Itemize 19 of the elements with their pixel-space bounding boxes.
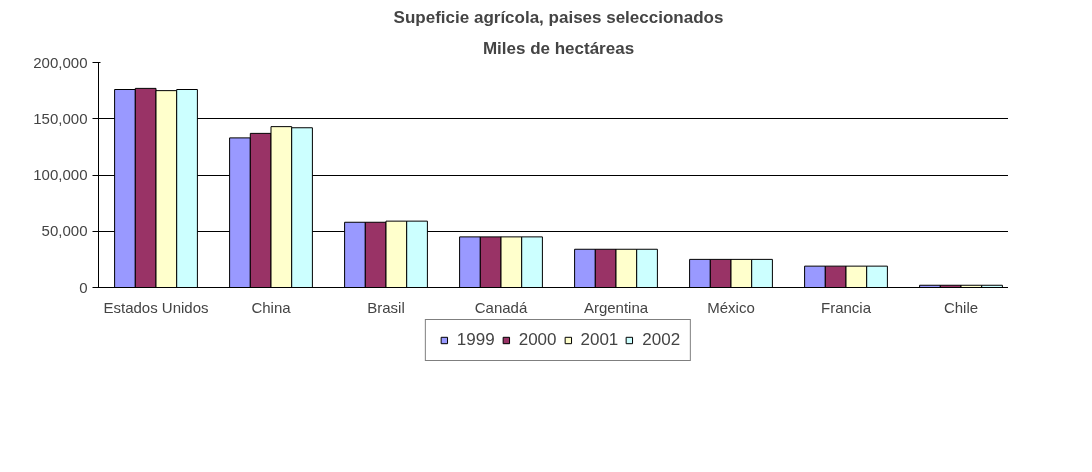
x-tick-label: China xyxy=(251,298,292,316)
y-tick-label: 200,000 xyxy=(33,53,88,71)
x-tick-label: Estados Unidos xyxy=(103,298,209,316)
legend-label: 2000 xyxy=(518,330,557,350)
chart-title: Supeficie agrícola, paises seleccionados xyxy=(393,7,724,27)
y-tick-label: 50,000 xyxy=(41,222,88,240)
x-tick-label: Canadá xyxy=(474,298,528,316)
x-tick-label: México xyxy=(707,298,755,316)
y-tick-label: 0 xyxy=(79,278,88,296)
legend-label: 1999 xyxy=(456,330,495,350)
chart-subtitle: Miles de hectáreas xyxy=(482,38,635,58)
x-tick-label: Brasil xyxy=(367,298,405,316)
x-tick-label: Francia xyxy=(820,298,872,316)
y-tick-label: 150,000 xyxy=(33,109,88,127)
y-tick-label: 100,000 xyxy=(33,166,88,183)
x-tick-label: Chile xyxy=(943,298,979,316)
x-tick-label: Argentina xyxy=(583,298,649,316)
legend-label: 2001 xyxy=(580,330,619,350)
legend-label: 2002 xyxy=(642,330,681,350)
